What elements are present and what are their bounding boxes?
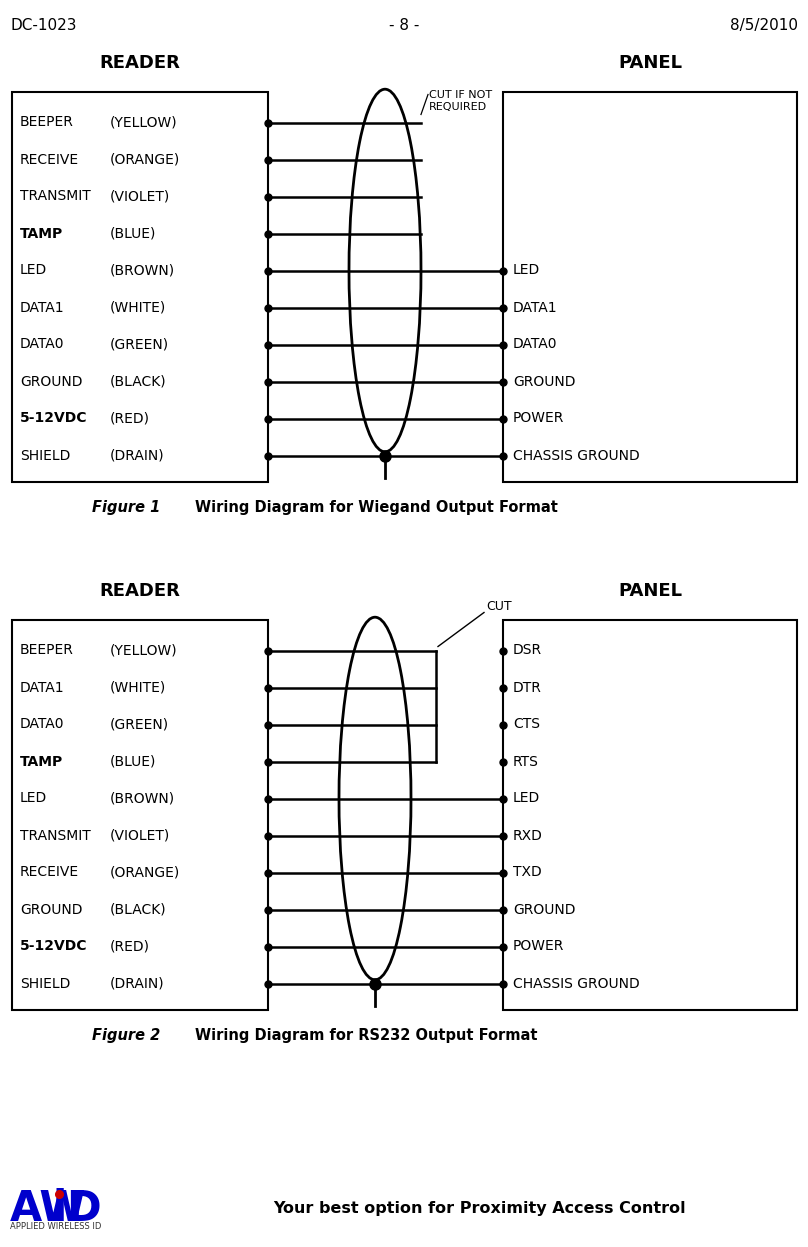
Text: TAMP: TAMP xyxy=(20,754,63,768)
Text: CHASSIS GROUND: CHASSIS GROUND xyxy=(513,976,640,990)
Text: (GREEN): (GREEN) xyxy=(110,717,169,732)
Text: (ORANGE): (ORANGE) xyxy=(110,152,180,167)
Text: DATA0: DATA0 xyxy=(20,338,65,352)
Text: i: i xyxy=(53,1188,67,1230)
Text: - 8 -: - 8 - xyxy=(389,17,419,32)
Text: 5-12VDC: 5-12VDC xyxy=(20,412,87,425)
Text: (BLUE): (BLUE) xyxy=(110,754,157,768)
Text: (WHITE): (WHITE) xyxy=(110,301,166,314)
Text: LED: LED xyxy=(513,792,541,806)
Text: APPLIED WIRELESS ID: APPLIED WIRELESS ID xyxy=(10,1222,101,1231)
Text: (WHITE): (WHITE) xyxy=(110,681,166,695)
Text: BEEPER: BEEPER xyxy=(20,643,74,657)
Text: CUT: CUT xyxy=(486,600,511,612)
Text: (DRAIN): (DRAIN) xyxy=(110,976,165,990)
Text: (DRAIN): (DRAIN) xyxy=(110,449,165,463)
Text: TRANSMIT: TRANSMIT xyxy=(20,828,90,843)
Text: (RED): (RED) xyxy=(110,412,150,425)
Bar xyxy=(12,92,268,483)
Text: DATA1: DATA1 xyxy=(20,681,65,695)
Text: (RED): (RED) xyxy=(110,939,150,954)
Text: TRANSMIT: TRANSMIT xyxy=(20,190,90,203)
Text: DTR: DTR xyxy=(513,681,542,695)
Text: Your best option for Proximity Access Control: Your best option for Proximity Access Co… xyxy=(274,1201,686,1216)
Text: CUT IF NOT
REQUIRED: CUT IF NOT REQUIRED xyxy=(429,91,492,112)
Text: 5-12VDC: 5-12VDC xyxy=(20,939,87,954)
Text: RTS: RTS xyxy=(513,754,539,768)
Text: CTS: CTS xyxy=(513,717,540,732)
Text: D: D xyxy=(66,1188,101,1230)
Text: POWER: POWER xyxy=(513,412,564,425)
Text: Figure 1: Figure 1 xyxy=(92,500,160,515)
Text: GROUND: GROUND xyxy=(20,903,82,917)
Text: GROUND: GROUND xyxy=(20,374,82,389)
Text: PANEL: PANEL xyxy=(618,582,682,600)
Text: DATA1: DATA1 xyxy=(20,301,65,314)
Text: DC-1023: DC-1023 xyxy=(10,17,77,32)
Text: (BLACK): (BLACK) xyxy=(110,374,166,389)
Text: GROUND: GROUND xyxy=(513,903,575,917)
Text: Figure 2: Figure 2 xyxy=(92,1028,160,1042)
Text: LED: LED xyxy=(20,263,47,278)
Text: SHIELD: SHIELD xyxy=(20,976,70,990)
Text: (VIOLET): (VIOLET) xyxy=(110,828,170,843)
Text: Wiring Diagram for RS232 Output Format: Wiring Diagram for RS232 Output Format xyxy=(195,1028,537,1042)
Text: Wiring Diagram for Wiegand Output Format: Wiring Diagram for Wiegand Output Format xyxy=(195,500,558,515)
Text: (BROWN): (BROWN) xyxy=(110,263,175,278)
Text: LED: LED xyxy=(513,263,541,278)
Text: (ORANGE): (ORANGE) xyxy=(110,865,180,879)
Text: RECEIVE: RECEIVE xyxy=(20,152,79,167)
Text: (BLACK): (BLACK) xyxy=(110,903,166,917)
Text: SHIELD: SHIELD xyxy=(20,449,70,463)
Text: RECEIVE: RECEIVE xyxy=(20,865,79,879)
Text: GROUND: GROUND xyxy=(513,374,575,389)
Text: READER: READER xyxy=(99,54,180,72)
Text: (YELLOW): (YELLOW) xyxy=(110,116,178,130)
Text: DSR: DSR xyxy=(513,643,542,657)
Text: AW: AW xyxy=(10,1188,86,1230)
Text: (VIOLET): (VIOLET) xyxy=(110,190,170,203)
Text: (BROWN): (BROWN) xyxy=(110,792,175,806)
Text: (YELLOW): (YELLOW) xyxy=(110,643,178,657)
Bar xyxy=(12,620,268,1010)
Bar xyxy=(503,92,797,483)
Text: POWER: POWER xyxy=(513,939,564,954)
Bar xyxy=(503,620,797,1010)
Text: READER: READER xyxy=(99,582,180,600)
Text: DATA0: DATA0 xyxy=(20,717,65,732)
Text: RXD: RXD xyxy=(513,828,543,843)
Text: TAMP: TAMP xyxy=(20,227,63,241)
Text: PANEL: PANEL xyxy=(618,54,682,72)
Text: (GREEN): (GREEN) xyxy=(110,338,169,352)
Text: TXD: TXD xyxy=(513,865,541,879)
Text: BEEPER: BEEPER xyxy=(20,116,74,130)
Text: DATA0: DATA0 xyxy=(513,338,558,352)
Text: CHASSIS GROUND: CHASSIS GROUND xyxy=(513,449,640,463)
Text: DATA1: DATA1 xyxy=(513,301,558,314)
Text: LED: LED xyxy=(20,792,47,806)
Text: 8/5/2010: 8/5/2010 xyxy=(730,17,798,32)
Text: (BLUE): (BLUE) xyxy=(110,227,157,241)
